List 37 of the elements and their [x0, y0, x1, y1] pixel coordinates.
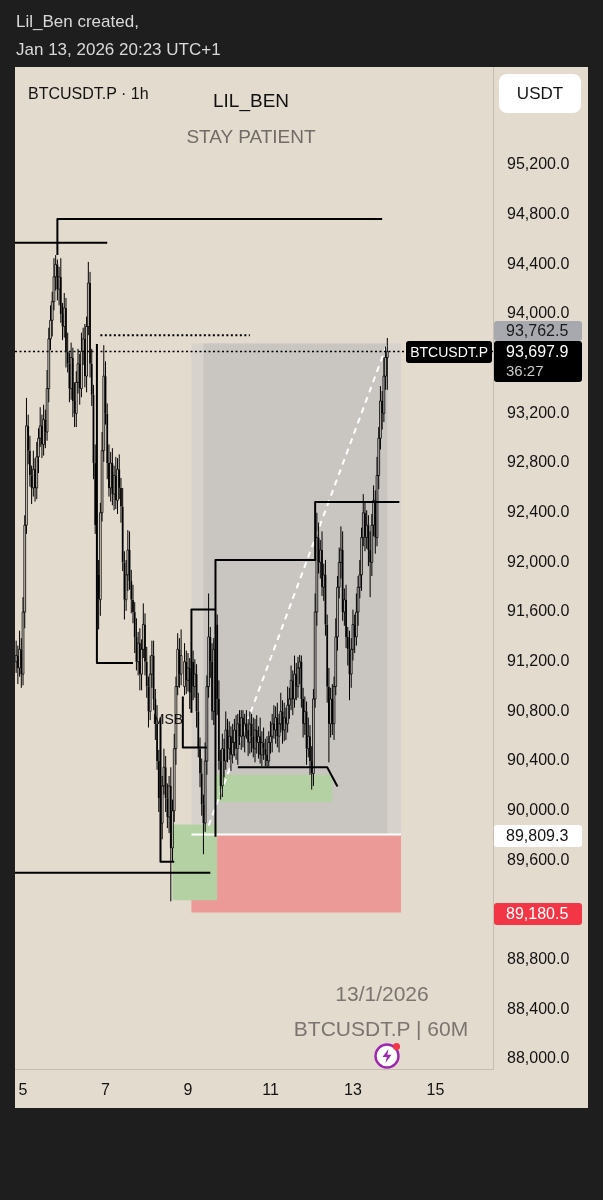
y-tick-label: 88,800.0: [507, 950, 570, 968]
annotation: LIL_BEN: [212, 90, 290, 111]
y-tick-label: 91,600.0: [507, 602, 570, 620]
annotation: 13/1/2026: [335, 982, 429, 1005]
y-tick-label: 94,800.0: [507, 205, 570, 223]
y-tick-label: 92,400.0: [507, 503, 570, 521]
x-tick-label: 11: [262, 1081, 279, 1099]
y-tick-label: 90,800.0: [507, 701, 570, 719]
y-tick-label: 94,000.0: [507, 304, 570, 322]
x-tick-label: 13: [344, 1081, 362, 1099]
x-tick-label: 7: [101, 1081, 111, 1099]
y-tick-label: 92,000.0: [507, 552, 570, 570]
y-tick-label: 88,400.0: [507, 999, 570, 1017]
annotation: BTCUSDT.P: [406, 341, 492, 363]
y-tick-label: 90,400.0: [507, 751, 570, 769]
text: 36:27: [494, 362, 582, 382]
ref-line-label: 93,697.9: [494, 340, 582, 363]
y-tick-label: 91,200.0: [507, 652, 570, 670]
text: BTCUSDT.P · 1h: [28, 85, 149, 102]
y-tick-label: 88,000.0: [507, 1049, 570, 1067]
text: 89,180.5: [494, 903, 582, 925]
text: Lil_Ben created,: [16, 12, 139, 31]
y-tick-label: 95,200.0: [507, 155, 570, 173]
annotation: BTCUSDT.P | 60M: [293, 1017, 469, 1040]
text: 89,809.3: [494, 825, 582, 847]
x-tick-label: 5: [18, 1081, 28, 1099]
text: Jan 13, 2026 20:23 UTC+1: [16, 40, 221, 59]
y-tick-label: 92,800.0: [507, 453, 570, 471]
y-tick-label: 94,400.0: [507, 254, 570, 272]
text: 93,762.5: [494, 321, 582, 341]
x-tick-label: 15: [426, 1081, 445, 1099]
y-axis-title: USDT: [499, 74, 581, 113]
y-tick-label: 90,000.0: [507, 801, 570, 819]
y-tick-label: 89,600.0: [507, 850, 570, 868]
y-tick-label: 93,200.0: [507, 403, 570, 421]
annotation: STAY PATIENT: [186, 126, 316, 147]
x-tick-label: 9: [183, 1081, 193, 1099]
